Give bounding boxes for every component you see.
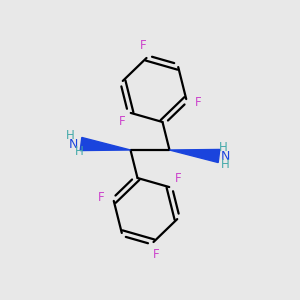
Text: H: H bbox=[221, 158, 230, 171]
Polygon shape bbox=[169, 149, 220, 163]
Text: F: F bbox=[98, 191, 105, 204]
Text: H: H bbox=[75, 145, 84, 158]
Polygon shape bbox=[80, 137, 130, 151]
Text: F: F bbox=[140, 39, 147, 52]
Text: N: N bbox=[221, 149, 230, 163]
Text: F: F bbox=[153, 248, 160, 261]
Text: F: F bbox=[118, 115, 125, 128]
Text: H: H bbox=[66, 129, 75, 142]
Text: N: N bbox=[69, 137, 78, 151]
Text: H: H bbox=[219, 141, 228, 154]
Text: F: F bbox=[195, 96, 202, 109]
Text: F: F bbox=[175, 172, 181, 185]
